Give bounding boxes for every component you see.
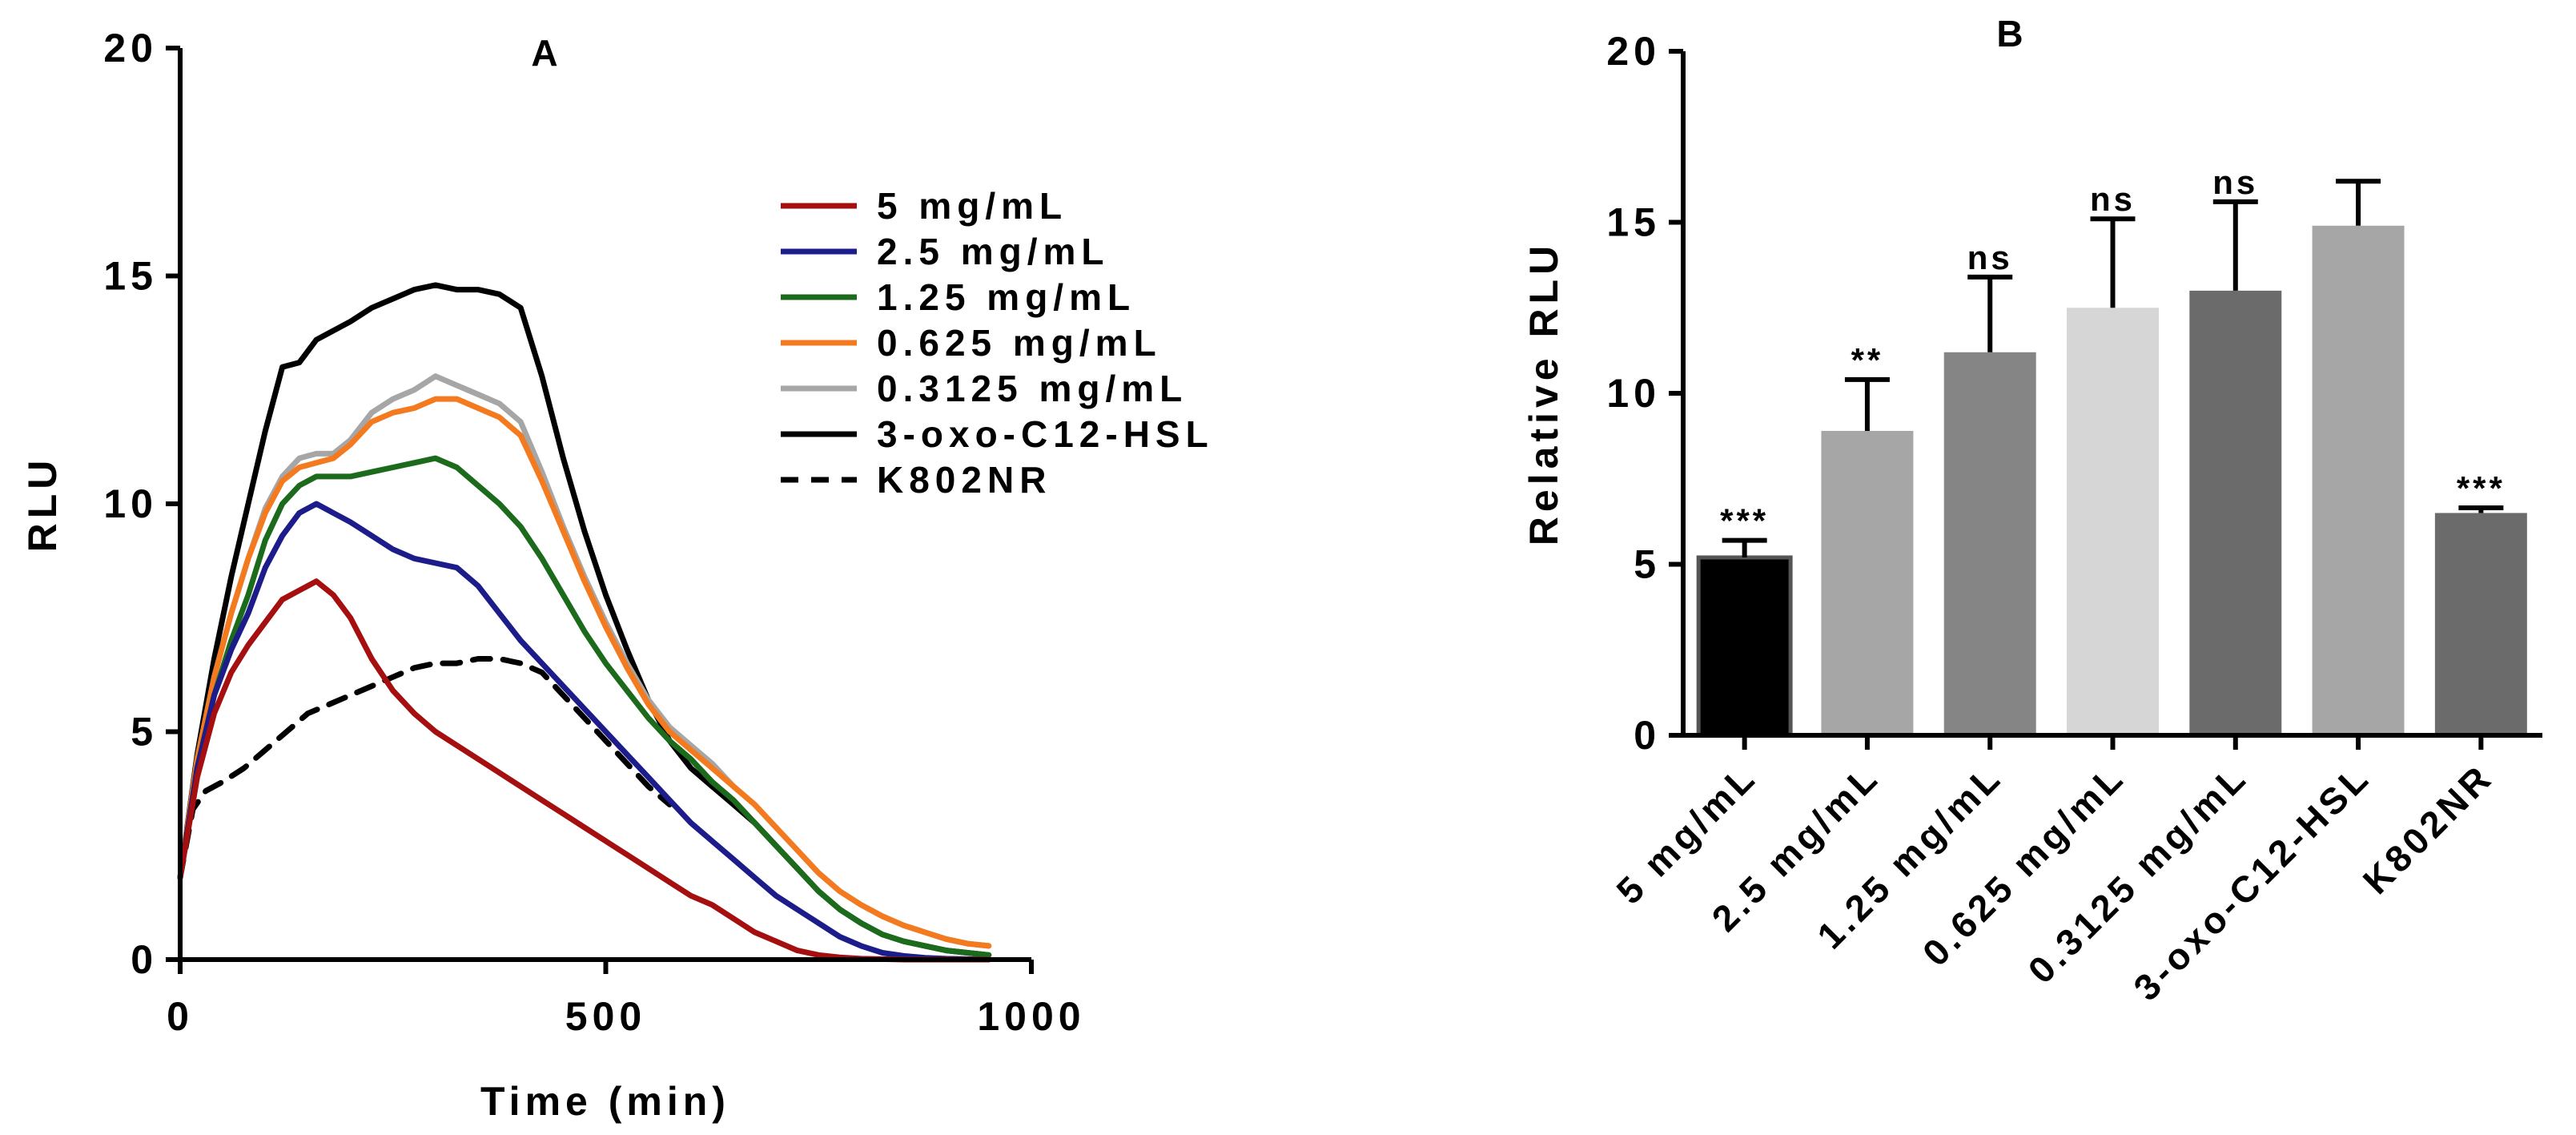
legend-label: 0.3125 mg/mL	[877, 368, 1188, 409]
significance-label: ***	[1720, 502, 1769, 540]
bar-5	[2312, 225, 2405, 735]
bar-6	[2434, 513, 2527, 735]
x-tick-label: 500	[565, 994, 646, 1039]
x-tick-label: 0	[167, 994, 194, 1039]
y-tick-label: 15	[103, 254, 158, 299]
series-line-2	[177, 455, 992, 958]
x-axis-label-a: Time (min)	[480, 1079, 730, 1124]
legend-label: K802NR	[877, 459, 1051, 501]
y-ticks-a: 0 5 10 15 20	[103, 26, 180, 982]
y-tick-label-b: 10	[1606, 371, 1661, 416]
y-tick-label-b: 5	[1634, 542, 1661, 587]
y-tick-label: 5	[131, 710, 158, 755]
series-line-3	[177, 396, 992, 949]
y-tick-label-b: 0	[1634, 713, 1661, 758]
y-ticks-b: 0 5 10 15 20	[1606, 29, 1683, 758]
line-chart-panel-a: A 0 5 10 15 20 0 500 1000 RLU Time (min) 5 mg/…	[20, 26, 1214, 1124]
series-line-6	[177, 656, 673, 881]
x-ticks-b: 5 mg/mL2.5 mg/mL1.25 mg/mL0.625 mg/mL0.3…	[1608, 735, 2501, 1008]
line-series-group	[177, 282, 992, 963]
x-ticks-a: 0 500 1000	[167, 960, 1085, 1039]
y-tick-label-b: 20	[1606, 29, 1661, 74]
category-label: 3-oxo-C12-HSL	[2125, 755, 2378, 1008]
significance-label: ***	[2457, 469, 2506, 507]
significance-label: ns	[2212, 163, 2258, 201]
significance-label: **	[1851, 341, 1884, 379]
series-line-1	[177, 501, 992, 963]
series-line-5	[177, 282, 992, 958]
legend-label: 0.625 mg/mL	[877, 322, 1162, 364]
y-tick-label-b: 15	[1606, 200, 1661, 245]
significance-label: ns	[1967, 239, 2013, 276]
significance-label: ns	[2090, 180, 2136, 218]
y-tick-label: 0	[131, 937, 158, 982]
y-axis-label-b: Relative RLU	[1521, 241, 1566, 545]
series-line-0	[177, 578, 992, 963]
y-axis-label-a: RLU	[20, 456, 65, 553]
panel-a-label: A	[531, 32, 557, 74]
legend-label: 5 mg/mL	[877, 185, 1067, 227]
legend-label: 1.25 mg/mL	[877, 276, 1135, 318]
bar-3	[2067, 308, 2159, 735]
series-line-4	[177, 373, 992, 949]
category-label: 0.3125 mg/mL	[2020, 755, 2256, 991]
category-label: K802NR	[2355, 755, 2502, 902]
bar-0	[1696, 555, 1793, 738]
legend-label: 2.5 mg/mL	[877, 231, 1110, 272]
legend-label: 3-oxo-C12-HSL	[877, 413, 1214, 455]
bar-2	[1943, 352, 2036, 735]
bar-4	[2189, 290, 2282, 735]
x-tick-label: 1000	[977, 994, 1085, 1039]
bar-1	[1821, 430, 1914, 735]
y-tick-label: 20	[103, 26, 158, 70]
y-tick-label: 10	[103, 481, 158, 526]
panel-b-label: B	[1996, 13, 2023, 54]
legend: 5 mg/mL2.5 mg/mL1.25 mg/mL0.625 mg/mL0.3…	[781, 185, 1214, 501]
